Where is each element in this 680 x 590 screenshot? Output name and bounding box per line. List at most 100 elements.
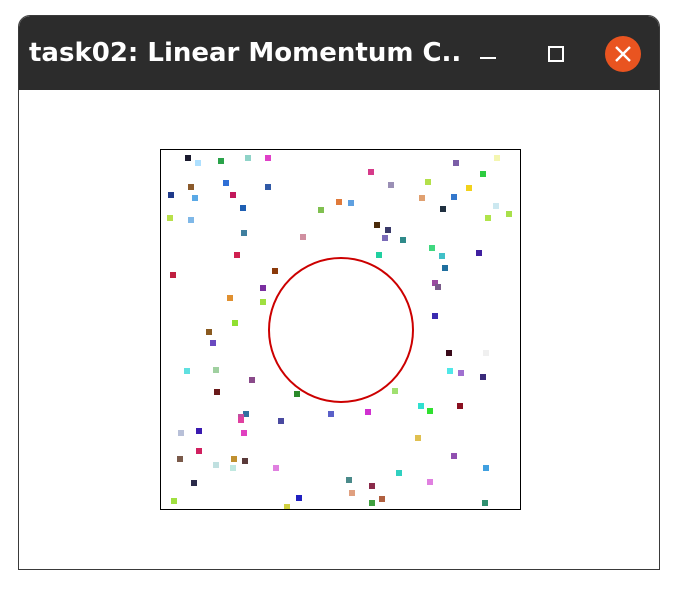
particle [318,207,324,213]
particle [238,417,244,423]
particle [458,370,464,376]
particle [241,230,247,236]
particle [485,215,491,221]
particle [427,408,433,414]
particle [336,199,342,205]
particle [272,268,278,274]
particle [396,470,402,476]
particle [476,250,482,256]
close-icon [615,46,631,62]
particle [300,234,306,240]
particle [419,195,425,201]
particle [191,480,197,486]
particle [294,391,300,397]
simulation-canvas[interactable] [160,149,521,510]
particle [457,403,463,409]
particle [388,182,394,188]
particle [400,237,406,243]
particle [453,160,459,166]
particle [480,171,486,177]
particle [184,368,190,374]
particle [466,185,472,191]
particle [195,160,201,166]
particle [231,456,237,462]
particle [376,252,382,258]
particle [213,462,219,468]
particle [451,194,457,200]
particle [442,265,448,271]
title-bar[interactable]: task02: Linear Momentum C... [19,16,659,90]
particle [432,280,438,286]
particle [185,155,191,161]
particle [483,350,489,356]
particle [427,479,433,485]
particle [177,456,183,462]
particle [278,418,284,424]
particle [213,367,219,373]
particle [382,235,388,241]
particle [241,430,247,436]
particle [506,211,512,217]
app-window: task02: Linear Momentum C... [18,15,660,570]
particle [440,206,446,212]
window-content [19,90,659,569]
particle [234,252,240,258]
maximize-button[interactable] [538,36,574,72]
particle [196,428,202,434]
particle [168,192,174,198]
particle [346,477,352,483]
particle [451,453,457,459]
particle [232,320,238,326]
particle [348,200,354,206]
particle [284,504,290,509]
particle [188,184,194,190]
red-circle-body [268,257,414,403]
particle [418,403,424,409]
particle [171,498,177,504]
close-button[interactable] [605,36,641,72]
particle [260,285,266,291]
particle [480,374,486,380]
particle [249,377,255,383]
particle [374,222,380,228]
particle [178,430,184,436]
particle [230,465,236,471]
particle [188,217,194,223]
particle [192,195,198,201]
particle [447,368,453,374]
particle [265,155,271,161]
particle [435,284,441,290]
particle [240,205,246,211]
particle [493,203,499,209]
particle [385,227,391,233]
simulation-drawing [167,155,512,509]
particle [368,169,374,175]
particle [167,215,173,221]
particle [379,496,385,502]
particle [482,500,488,506]
particle [483,465,489,471]
particle [260,299,266,305]
particle [392,388,398,394]
particle [446,350,452,356]
particle [170,272,176,278]
particle [429,245,435,251]
particle [243,411,249,417]
particle [369,483,375,489]
particle [214,389,220,395]
particle [365,409,371,415]
particle [210,340,216,346]
window-title: task02: Linear Momentum C... [29,38,459,68]
minimize-icon [480,57,496,59]
particle [415,435,421,441]
particle [369,500,375,506]
particle [223,180,229,186]
maximize-icon [548,46,564,62]
minimize-button[interactable] [470,36,506,72]
particle [242,458,248,464]
particle [230,192,236,198]
particle [439,253,445,259]
particle [245,155,251,161]
particle [265,184,271,190]
particle [432,313,438,319]
